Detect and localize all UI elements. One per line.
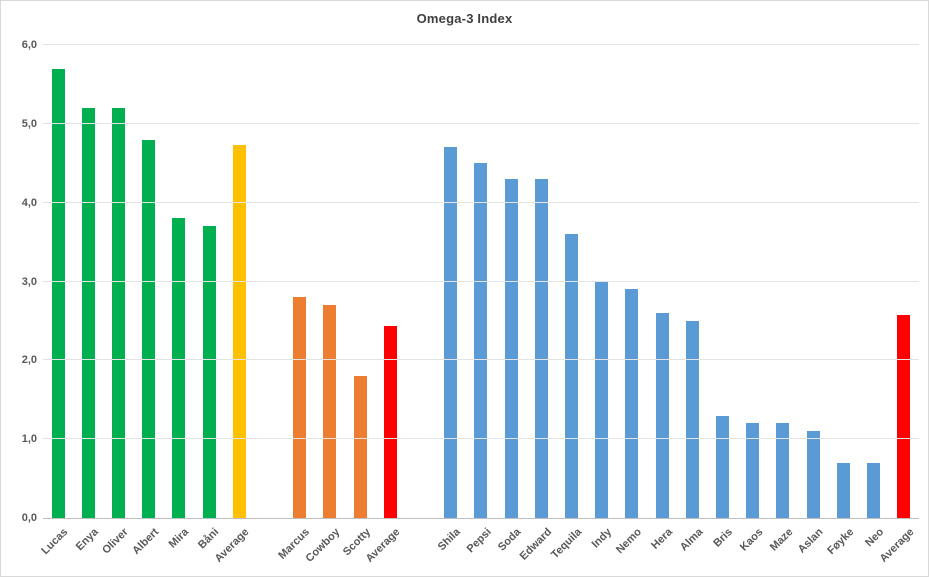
x-axis-label: Indy [589, 526, 615, 551]
x-axis-label: Maze [768, 526, 796, 554]
plot-area [43, 44, 919, 519]
bar-cowboy [323, 305, 337, 518]
bar-edward [534, 179, 548, 518]
bar-neo [867, 462, 881, 518]
bar-maze [776, 423, 790, 518]
bar-slot [556, 45, 586, 518]
bar-nemo [625, 289, 639, 518]
bar-mira [172, 218, 186, 518]
spacer-slot [405, 45, 435, 518]
spacer-slot [254, 45, 284, 518]
bar-slots [43, 45, 919, 518]
x-axis-label: Oliver [100, 526, 132, 557]
gridline [43, 201, 919, 203]
bar-slot [103, 45, 133, 518]
x-axis-label: Mira [166, 526, 192, 551]
bar-slot [134, 45, 164, 518]
gridline [43, 359, 919, 361]
x-axis-label: Shila [436, 526, 464, 554]
bar-kaos [746, 423, 760, 518]
bar-slot [496, 45, 526, 518]
chart-title: Omega-3 Index [416, 11, 513, 26]
bar-slot [889, 45, 919, 518]
bar-marcus [293, 297, 307, 518]
y-tick-label: 0,0 [21, 512, 37, 524]
y-axis: 0,0 1,0 2,0 3,0 4,0 5,0 6,0 [1, 39, 37, 524]
bar-slot [345, 45, 375, 518]
gridline [43, 438, 919, 440]
bar-slot [224, 45, 254, 518]
bar-tequila [565, 234, 579, 518]
bar-slot [526, 45, 556, 518]
bar-average [383, 326, 397, 518]
x-axis-label: Bris [711, 526, 736, 550]
bar-albert [142, 139, 156, 518]
bar-slot [707, 45, 737, 518]
x-axis-label: Soda [496, 526, 524, 554]
bar-oliver [112, 108, 125, 518]
bar-slot [828, 45, 858, 518]
x-axis-label: Neo [862, 526, 887, 550]
x-axis-label: Lucas [39, 526, 71, 557]
bar-scotty [353, 376, 367, 518]
gridline [43, 44, 919, 45]
bar-indy [595, 281, 609, 518]
x-axis-line [43, 518, 919, 519]
x-axis-label: Føyke [824, 526, 856, 557]
bar-slot [436, 45, 466, 518]
bar-slot [194, 45, 224, 518]
bar-båni [202, 226, 216, 518]
x-axis-label: Pepsi [464, 526, 494, 556]
bar-slot [164, 45, 194, 518]
bar-slot [466, 45, 496, 518]
bar-slot [617, 45, 647, 518]
y-tick-label: 6,0 [21, 39, 37, 51]
bar-føyke [836, 462, 850, 518]
bar-hera [655, 313, 669, 518]
y-tick-label: 5,0 [21, 117, 37, 130]
bar-slot [677, 45, 707, 518]
gridline [43, 122, 919, 124]
bar-lucas [51, 68, 65, 518]
bar-shila [444, 147, 458, 518]
bar-slot [858, 45, 888, 518]
x-axis-label: Albert [130, 526, 162, 557]
y-tick-label: 3,0 [21, 275, 37, 288]
x-axis-label: Båni [196, 526, 222, 552]
y-tick-label: 2,0 [21, 354, 37, 367]
bar-average [232, 145, 246, 518]
x-axis-label: Tequila [548, 526, 585, 562]
y-tick-label: 4,0 [21, 196, 37, 209]
x-axis-label: Hera [648, 526, 675, 552]
bar-slot [738, 45, 768, 518]
x-axis-label: Edward [517, 526, 554, 563]
bar-aslan [806, 431, 820, 518]
x-axis-label: Nemo [614, 526, 645, 557]
bar-average [897, 315, 911, 518]
bar-soda [504, 179, 518, 518]
x-axis-label: Enya [73, 526, 101, 554]
bar-pepsi [474, 163, 488, 518]
bar-slot [43, 45, 73, 518]
x-axis-labels: Lucas Enya Oliver Albert Mira Båni Average Marc… [39, 522, 919, 576]
bar-slot [315, 45, 345, 518]
bar-slot [285, 45, 315, 518]
gridline [43, 280, 919, 282]
bar-bris [716, 415, 730, 518]
x-axis-label: Aslan [796, 526, 826, 556]
bar-slot [647, 45, 677, 518]
bar-slot [587, 45, 617, 518]
bar-slot [375, 45, 405, 518]
bar-slot [768, 45, 798, 518]
bar-enya [81, 108, 95, 518]
bar-slot [798, 45, 828, 518]
y-tick-label: 1,0 [21, 433, 37, 446]
bar-slot [73, 45, 103, 518]
bar-alma [685, 320, 699, 518]
x-axis-label: Kaos [737, 526, 766, 554]
x-axis-label: Alma [677, 526, 705, 554]
